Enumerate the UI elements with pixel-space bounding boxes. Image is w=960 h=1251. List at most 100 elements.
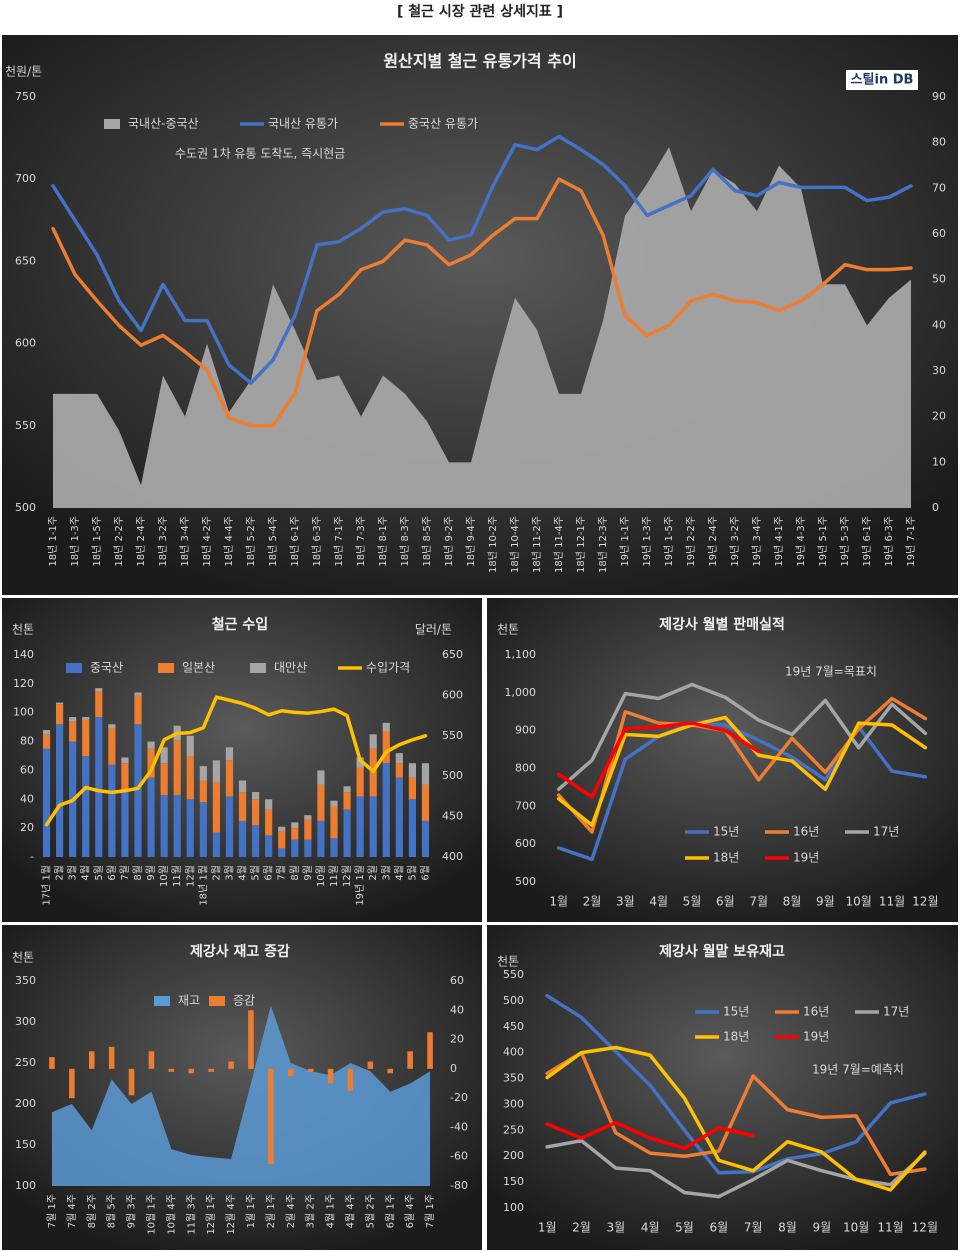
x-tick-label: 18년 5-2주 — [245, 516, 257, 567]
bar — [248, 1010, 254, 1069]
bar-segment — [304, 839, 312, 857]
bar-segment — [82, 717, 90, 720]
bar-segment — [199, 780, 207, 803]
y-tick-label: 40 — [20, 792, 34, 805]
chart-title: 철근 수입 — [212, 617, 268, 633]
x-tick-label: 12월 1주 — [205, 1194, 217, 1235]
bar-segment — [291, 828, 299, 840]
x-tick-label: 18년 8-1주 — [377, 516, 389, 567]
x-tick-label: 18년 10-2주 — [487, 516, 499, 573]
bar-segment — [265, 835, 273, 857]
x-tick-label: 19년 1월 — [354, 865, 366, 906]
line — [51, 177, 913, 428]
legend-label: 중국산 유통가 — [408, 117, 478, 131]
bar-segment — [186, 735, 194, 756]
y2-tick-label: 0 — [932, 501, 939, 514]
line — [556, 721, 761, 799]
y2-tick-label: -20 — [450, 1091, 468, 1104]
legend-label: 16년 — [793, 825, 819, 839]
x-tick-label: 18년 12-1주 — [575, 516, 587, 573]
bar-segment — [317, 770, 325, 785]
legend-label: 19년 — [793, 851, 819, 865]
bar-segment — [356, 757, 364, 768]
y2-axis-label: 달러/톤 — [415, 623, 452, 637]
x-tick-label: 9월 — [145, 865, 157, 881]
y2-tick-label: 500 — [442, 769, 463, 782]
bar-segment — [56, 704, 64, 725]
legend-label: 15년 — [713, 825, 739, 839]
y2-tick-label: 40 — [450, 1003, 464, 1016]
chart-title: 제강사 월말 보유재고 — [659, 943, 785, 960]
x-tick-label: 18년 7-3주 — [355, 516, 367, 567]
chart-title: 제강사 재고 증감 — [190, 943, 290, 960]
x-tick-label: 3월 — [380, 865, 392, 881]
bar-segment — [304, 819, 312, 840]
x-tick-label: 11월 — [879, 895, 905, 909]
y-tick-label: 1,100 — [505, 648, 537, 661]
y-tick-label: 750 — [15, 90, 36, 103]
panel-background — [487, 598, 958, 922]
legend-label: 증감 — [233, 994, 255, 1008]
y2-tick-label: 550 — [442, 729, 463, 742]
x-tick-label: 19년 3-2주 — [729, 516, 741, 567]
bar — [208, 1068, 214, 1072]
x-tick-label: 10월 1주 — [145, 1194, 157, 1235]
bar-segment — [108, 728, 116, 765]
x-tick-label: 18년 1-1주 — [47, 516, 59, 567]
x-tick-label: 18년 1-3주 — [69, 516, 81, 567]
y-tick-label: 500 — [15, 501, 36, 514]
bar — [367, 1061, 374, 1069]
x-tick-label: 12월 4주 — [225, 1194, 237, 1235]
y-tick-label: 500 — [503, 994, 524, 1007]
x-tick-label: 19년 1-1주 — [619, 516, 631, 567]
x-tick-label: 6월 — [716, 895, 735, 909]
y-tick-label: 100 — [15, 1179, 36, 1192]
line — [556, 682, 928, 792]
x-tick-label: 12월 — [912, 1221, 938, 1235]
x-tick-label: 10월 — [158, 865, 170, 887]
x-tick-label: 7월 — [276, 865, 288, 881]
y-tick-label: 200 — [15, 1097, 36, 1110]
x-tick-label: 6월 4주 — [404, 1194, 416, 1228]
legend-label: 수입가격 — [366, 661, 410, 675]
legend-swatch — [104, 119, 120, 129]
x-tick-label: 3월 2주 — [305, 1194, 317, 1228]
bar — [287, 1068, 294, 1077]
y-axis-label: 천톤 — [12, 622, 34, 637]
legend-label: 18년 — [723, 1030, 749, 1044]
bar-segment — [225, 796, 234, 857]
bar-segment — [252, 792, 260, 800]
x-tick-label: 2월 — [583, 895, 602, 909]
legend-swatch — [250, 663, 266, 673]
x-tick-label: 18년 11-4주 — [553, 516, 565, 573]
bar — [427, 1032, 433, 1069]
x-tick-label: 2월 1주 — [265, 1194, 277, 1228]
bar-segment — [42, 748, 51, 857]
y2-tick-label: 60 — [932, 227, 946, 240]
x-tick-label: 6월 — [106, 865, 118, 881]
x-tick-label: 10월 4주 — [165, 1194, 177, 1235]
bar-segment — [160, 794, 168, 857]
bar-segment — [317, 820, 325, 857]
x-tick-label: 11월 3주 — [185, 1194, 197, 1235]
x-tick-label: 19년 1-3주 — [641, 516, 653, 567]
bar-segment — [69, 717, 77, 722]
x-tick-label: 18년 3-4주 — [179, 516, 191, 567]
x-tick-label: 5월 2주 — [364, 1194, 376, 1228]
bar-segment — [291, 839, 299, 857]
y2-tick-label: 600 — [442, 688, 463, 701]
bar — [327, 1068, 334, 1084]
legend-swatch — [66, 663, 82, 673]
x-tick-label: 7월 1주 — [424, 1194, 436, 1228]
x-tick-label: 9월 3주 — [126, 1194, 138, 1228]
bar-segment — [238, 820, 247, 857]
y-tick-label: 350 — [15, 974, 36, 987]
x-tick-label: 7월 1주 — [46, 1194, 58, 1228]
bar-segment — [421, 820, 430, 857]
x-tick-label: 18년 6-1주 — [289, 516, 301, 567]
x-tick-label: 2월 — [210, 865, 222, 881]
x-tick-label: 7월 — [119, 865, 131, 881]
bar — [88, 1051, 95, 1069]
line — [545, 993, 927, 1175]
